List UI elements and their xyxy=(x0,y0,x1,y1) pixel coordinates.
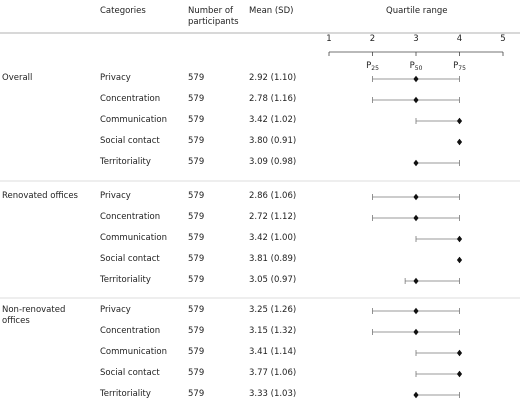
category: Social contact xyxy=(100,136,160,146)
quartile-subscript: 25 xyxy=(371,65,379,72)
axis-tick-label: 1 xyxy=(326,34,332,44)
median-diamond xyxy=(413,328,419,336)
participants: 579 xyxy=(188,305,205,315)
axis-tick-label: 3 xyxy=(413,34,419,44)
mean-sd: 3.80 (0.91) xyxy=(249,136,297,146)
participants: 579 xyxy=(188,389,205,399)
participants: 579 xyxy=(188,275,205,285)
participants: 579 xyxy=(188,157,205,167)
mean-sd: 2.78 (1.16) xyxy=(249,94,297,104)
participants: 579 xyxy=(188,326,205,336)
participants: 579 xyxy=(188,73,205,83)
header-mean: Mean (SD) xyxy=(249,6,294,16)
participants: 579 xyxy=(188,254,205,264)
quartile-label: P75 xyxy=(450,61,470,74)
group-label: Renovated offices xyxy=(2,191,78,201)
median-diamond xyxy=(413,75,419,83)
mean-sd: 3.25 (1.26) xyxy=(249,305,297,315)
quartile-letter: P xyxy=(366,61,372,71)
category: Social contact xyxy=(100,254,160,264)
median-diamond xyxy=(456,138,463,146)
category: Territoriality xyxy=(100,275,151,285)
header-categories: Categories xyxy=(100,6,146,16)
participants: 579 xyxy=(188,94,205,104)
quartile-subscript: 50 xyxy=(414,65,423,72)
median-diamond xyxy=(456,117,463,125)
group-label: Overall xyxy=(2,73,33,83)
median-diamond xyxy=(456,370,463,378)
header-quartile-range: Quartile range xyxy=(386,6,448,16)
median-diamond xyxy=(413,277,419,285)
category: Territoriality xyxy=(100,389,151,399)
mean-sd: 3.81 (0.89) xyxy=(249,254,297,264)
participants: 579 xyxy=(188,136,205,146)
mean-sd: 2.72 (1.12) xyxy=(249,212,297,222)
axis-tick-label: 5 xyxy=(500,34,506,44)
group-label: Non-renovated offices xyxy=(2,305,66,326)
median-diamond xyxy=(456,349,463,357)
category: Communication xyxy=(100,347,167,357)
median-diamond xyxy=(413,193,419,201)
participants: 579 xyxy=(188,347,205,357)
mean-sd: 3.42 (1.00) xyxy=(249,233,297,243)
mean-sd: 3.15 (1.32) xyxy=(249,326,297,336)
quartile-letter: P xyxy=(453,61,459,71)
category: Privacy xyxy=(100,73,131,83)
median-diamond xyxy=(413,159,419,167)
category: Privacy xyxy=(100,305,131,315)
mean-sd: 3.42 (1.02) xyxy=(249,115,297,125)
participants: 579 xyxy=(188,115,205,125)
mean-sd: 3.09 (0.98) xyxy=(249,157,297,167)
category: Concentration xyxy=(100,212,161,222)
participants: 579 xyxy=(188,212,205,222)
quartile-label: P50 xyxy=(406,61,426,74)
participants: 579 xyxy=(188,233,205,243)
mean-sd: 3.33 (1.03) xyxy=(249,389,297,399)
participants: 579 xyxy=(188,191,205,201)
mean-sd: 3.77 (1.06) xyxy=(249,368,297,378)
mean-sd: 2.86 (1.06) xyxy=(249,191,297,201)
median-diamond xyxy=(456,256,463,264)
category: Communication xyxy=(100,115,167,125)
category: Communication xyxy=(100,233,167,243)
median-diamond xyxy=(413,214,419,222)
median-diamond xyxy=(413,96,419,104)
median-diamond xyxy=(413,391,419,399)
category: Concentration xyxy=(100,326,161,336)
category: Social contact xyxy=(100,368,160,378)
axis-tick-label: 4 xyxy=(456,34,463,44)
median-diamond xyxy=(456,235,463,243)
header-participants: Number of participants xyxy=(188,6,239,27)
median-diamond xyxy=(413,307,419,315)
axis-tick-label: 2 xyxy=(369,34,376,44)
participants: 579 xyxy=(188,368,205,378)
mean-sd: 3.05 (0.97) xyxy=(249,275,297,285)
category: Privacy xyxy=(100,191,131,201)
mean-sd: 3.41 (1.14) xyxy=(249,347,297,357)
quartile-letter: P xyxy=(409,61,415,71)
quartile-subscript: 75 xyxy=(458,65,466,72)
category: Concentration xyxy=(100,94,161,104)
mean-sd: 2.92 (1.10) xyxy=(249,73,297,83)
quartile-label: P25 xyxy=(363,61,383,74)
category: Territoriality xyxy=(100,157,151,167)
